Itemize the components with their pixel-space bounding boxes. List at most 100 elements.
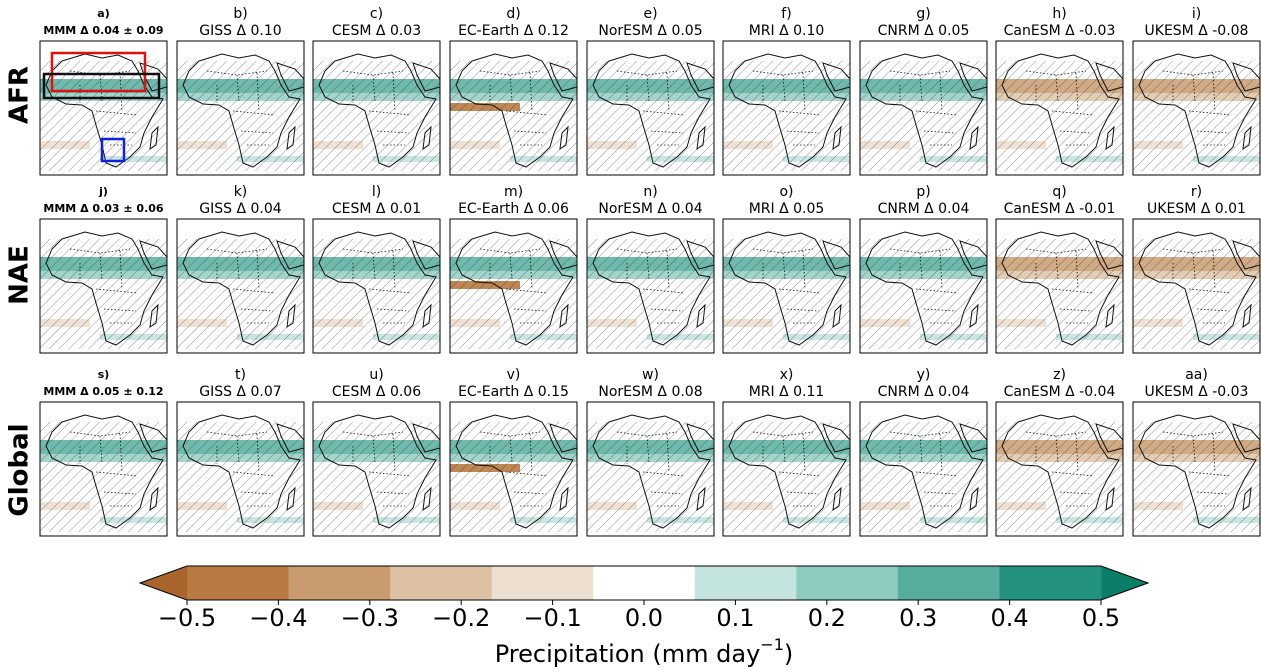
panel-frame [39,40,168,176]
significance-hatch [40,61,167,171]
region-box [50,51,147,93]
map-panel [39,401,168,537]
significance-hatch [313,422,440,532]
significance-hatch [723,239,850,349]
map-panel [39,218,168,354]
panel-title: EC-Earth Δ 0.12 [458,23,569,39]
significance-hatch [313,61,440,171]
significance-hatch [177,422,304,532]
panel-title: GISS Δ 0.07 [199,384,281,400]
colorbar-tick-label: 0.4 [991,604,1029,632]
panel-title: NorESM Δ 0.05 [598,23,702,39]
significance-hatch [860,422,987,532]
map-panel [859,218,988,354]
panel-letter: o) [779,184,793,200]
colorbar-extend [140,566,187,600]
panel-frame [176,401,305,537]
significance-hatch [587,61,714,171]
panel-title: MMM Δ 0.03 ± 0.06 [43,202,164,215]
significance-hatch [450,61,577,171]
panel-letter: p) [916,184,930,200]
panel-letter: g) [916,6,930,22]
panel-title: CESM Δ 0.01 [332,201,421,217]
significance-hatch [40,239,167,349]
map-panel [176,40,305,176]
significance-hatch [1133,61,1260,171]
panel-frame [859,401,988,537]
significance-hatch [723,61,850,171]
panel-title: UKESM Δ -0.08 [1145,23,1249,39]
panel-title: UKESM Δ -0.03 [1145,384,1249,400]
panel-frame [39,401,168,537]
panel-title: MMM Δ 0.04 ± 0.09 [43,24,163,37]
colorbar-extend [1101,566,1148,600]
colorbar-tick-label: 0.3 [899,604,937,632]
colorbar-bin [897,566,1000,600]
map-panel [995,401,1124,537]
colorbar-bin [796,566,899,600]
panel-letter: r) [1191,184,1202,200]
significance-hatch [996,239,1123,349]
significance-hatch [860,61,987,171]
panel-title: CESM Δ 0.06 [332,384,421,400]
panel-letter: a) [97,7,109,20]
panel-frame [1132,40,1261,176]
map-panel [449,401,578,537]
significance-hatch [177,239,304,349]
map-panel [39,40,168,176]
panel-letter: e) [643,6,657,22]
significance-hatch [450,422,577,532]
panel-frame [1132,218,1261,354]
colorbar-tick-label: −0.5 [158,604,216,632]
panel-title: GISS Δ 0.04 [199,201,281,217]
region-box [42,72,161,100]
panel-letter: d) [506,6,520,22]
map-panel [176,218,305,354]
colorbar-tick-label: 0.1 [716,604,754,632]
region-box [100,137,126,163]
significance-hatch [177,61,304,171]
row-label: NAE [5,245,35,305]
significance-hatch [723,422,850,532]
map-panel [722,401,851,537]
significance-hatch [450,239,577,349]
row-label: AFR [5,66,35,124]
map-panel [586,40,715,176]
panel-frame [449,40,578,176]
panel-title: NorESM Δ 0.04 [598,201,702,217]
panel-frame [449,401,578,537]
colorbar-label: Precipitation (mm day−1) [495,635,794,669]
panel-frame [176,218,305,354]
colorbar-label-exponent: −1 [760,635,784,654]
panel-frame [39,218,168,354]
panel-frame [995,40,1124,176]
map-panel [312,218,441,354]
panel-letter: c) [370,6,383,22]
panel-title: EC-Earth Δ 0.15 [458,384,569,400]
panel-letter: b) [233,6,247,22]
panel-letter: f) [781,6,791,22]
significance-hatch [587,422,714,532]
colorbar-tick-label: 0.5 [1082,604,1120,632]
row-label: Global [5,423,35,516]
panel-letter: u) [369,367,383,383]
panel-frame [449,218,578,354]
colorbar-tick-label: −0.2 [432,604,490,632]
map-panel [995,218,1124,354]
map-panel [1132,218,1261,354]
panel-title: NorESM Δ 0.08 [598,384,702,400]
panel-frame [722,218,851,354]
colorbar-bin [999,566,1102,600]
panel-frame [859,40,988,176]
colorbar: −0.5 −0.4 −0.3 −0.2 −0.1 0.0 0.1 0.2 0.3 0.4 0.5 Pr… [138,565,1150,669]
panel-letter: m) [504,184,523,200]
panel-frame [312,218,441,354]
panel-letter: w) [642,367,659,383]
map-panel [449,218,578,354]
panel-letter: j) [98,185,108,198]
colorbar-tick-label: −0.3 [341,604,399,632]
panel-frame [1132,401,1261,537]
panel-title: MRI Δ 0.10 [749,23,825,39]
